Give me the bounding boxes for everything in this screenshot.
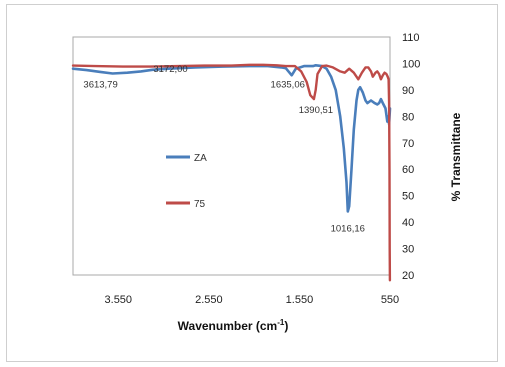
y-tick-label: 30 <box>402 244 414 256</box>
x-axis-label-superscript: -1 <box>277 318 285 327</box>
y-tick-label: 110 <box>402 32 420 44</box>
x-axis-label-main: Wavenumber (cm <box>178 319 278 333</box>
peak-label: 3172,00 <box>153 64 187 75</box>
y-tick-label: 100 <box>402 58 420 70</box>
y-tick-label: 50 <box>402 191 414 203</box>
peak-label: 3613,79 <box>83 79 117 90</box>
y-tick-label: 70 <box>402 138 414 150</box>
y-tick-label: 60 <box>402 164 414 176</box>
y-tick-labels: 20 30 40 50 60 70 80 90 100 110 <box>402 32 420 282</box>
peak-label: 1016,16 <box>331 224 365 235</box>
x-axis-label: Wavenumber (cm-1) <box>178 318 289 333</box>
x-axis-label-close: ) <box>284 319 288 333</box>
x-tick-label: 2.550 <box>195 294 223 306</box>
series-line-za <box>71 64 392 213</box>
y-tick-label: 90 <box>402 85 414 97</box>
x-tick-label: 3.550 <box>105 294 133 306</box>
peak-label: 1390,51 <box>299 105 333 116</box>
y-tick-label: 40 <box>402 217 414 229</box>
peak-label: 1635,06 <box>271 79 305 90</box>
x-tick-label: 550 <box>381 294 399 306</box>
y-axis-label: % Transmittane <box>449 112 463 201</box>
legend-label: ZA <box>194 153 207 164</box>
legend: ZA 75 <box>166 153 207 210</box>
peak-annotations: 3613,79 3172,00 1635,06 1390,51 1016,16 <box>83 64 365 235</box>
y-tick-label: 80 <box>402 111 414 123</box>
x-tick-labels: 3.550 2.550 1.550 550 <box>105 294 400 306</box>
series-line-75 <box>71 63 392 282</box>
plot-area <box>72 36 391 276</box>
legend-label: 75 <box>194 199 206 210</box>
x-tick-label: 1.550 <box>286 294 314 306</box>
y-tick-label: 20 <box>402 270 414 282</box>
series-lines <box>71 63 392 282</box>
